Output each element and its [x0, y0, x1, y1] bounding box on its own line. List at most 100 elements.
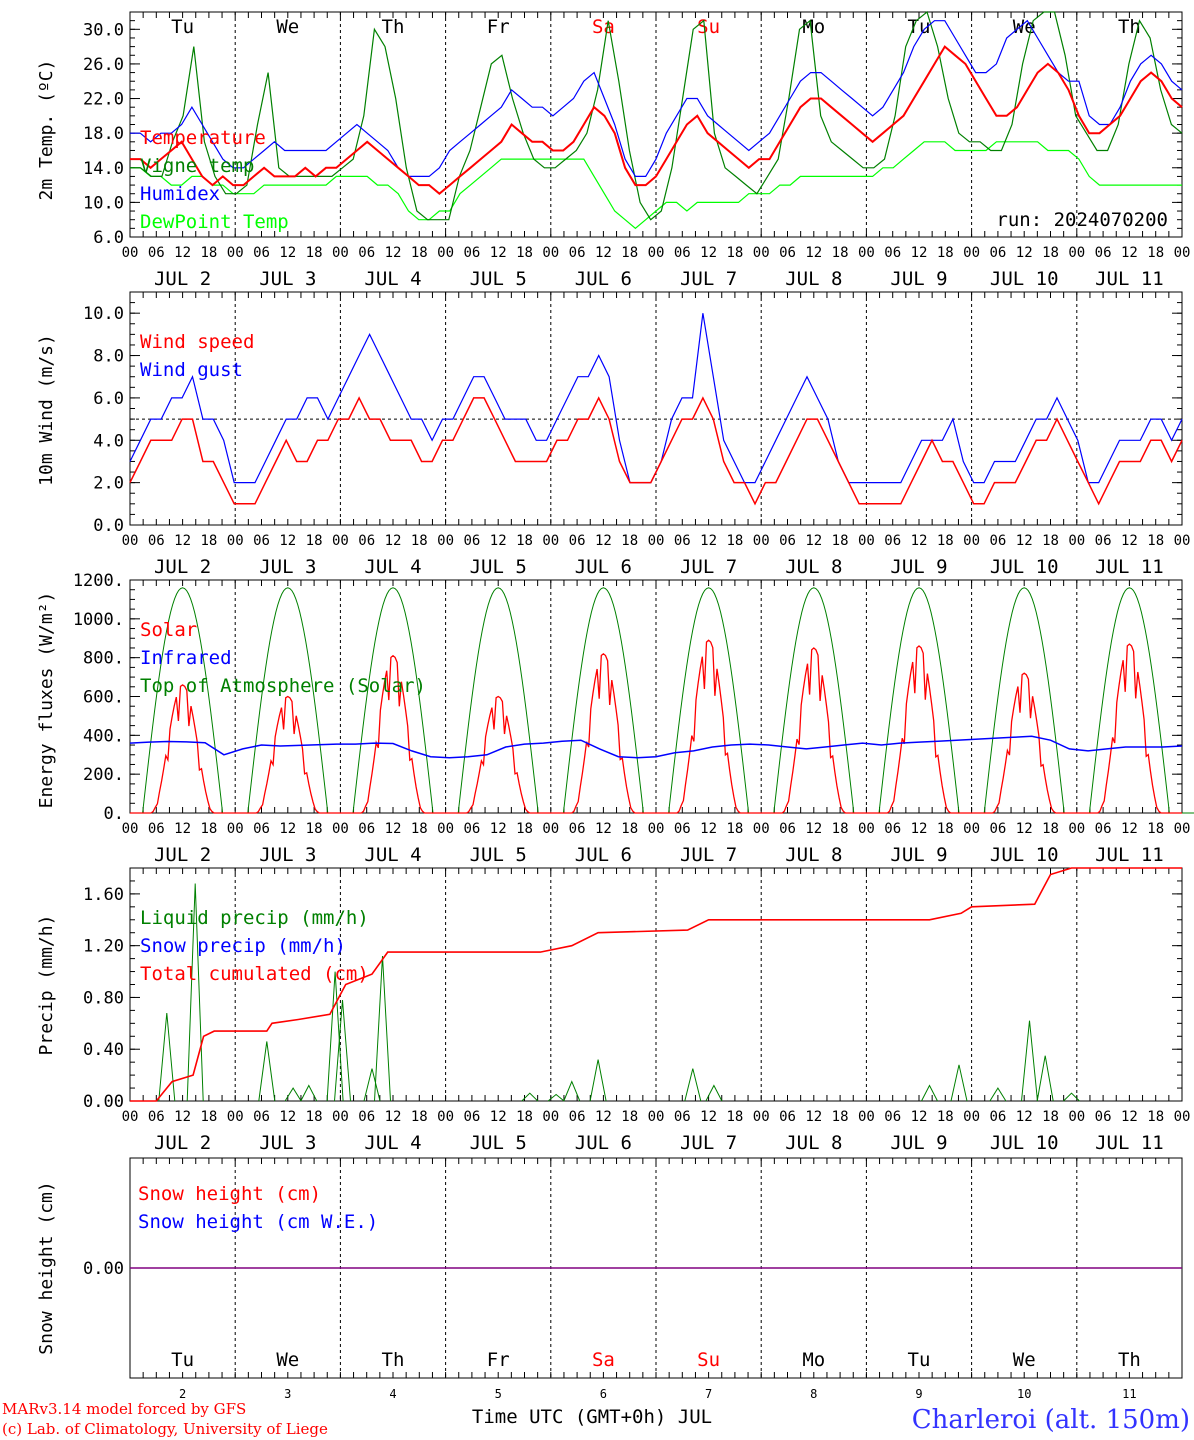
hour-tick-label: 12 [805, 245, 822, 261]
y-tick-label: 0. [104, 804, 124, 824]
y-tick-label: 30.0 [83, 20, 124, 40]
hour-tick-label: 18 [1147, 821, 1164, 837]
hour-tick-label: 18 [516, 533, 533, 549]
date-label: JUL 8 [785, 844, 842, 866]
hour-tick-label: 18 [832, 245, 849, 261]
day-name-label: Sa [592, 16, 615, 38]
legend-entry-wind-speed: Wind speed [140, 331, 254, 353]
y-tick-label: 2.0 [93, 474, 124, 494]
hour-tick-label: 18 [411, 245, 428, 261]
liquid-precip-spike [258, 1041, 276, 1102]
hour-tick-label: 00 [858, 1109, 875, 1125]
bottom-day-name: Tu [171, 1349, 194, 1371]
hour-tick-label: 18 [1147, 245, 1164, 261]
date-label: JUL 3 [259, 1132, 316, 1154]
date-label: JUL 7 [680, 268, 737, 290]
hour-tick-label: 06 [989, 821, 1006, 837]
liquid-precip-spike [326, 971, 344, 1102]
day-name-label: Mo [802, 16, 825, 38]
hour-tick-label: 18 [1147, 1109, 1164, 1125]
hour-tick-label: 00 [1174, 1109, 1191, 1125]
date-label: JUL 6 [575, 268, 632, 290]
legend-entry-vigne-temp: Vigne temp [140, 155, 254, 177]
hour-tick-label: 18 [621, 821, 638, 837]
date-label: JUL 2 [154, 268, 211, 290]
hour-tick-label: 18 [516, 245, 533, 261]
hour-tick-label: 00 [858, 533, 875, 549]
wind-speed-line [129, 396, 1183, 506]
hour-tick-label: 18 [1042, 245, 1059, 261]
hour-tick-label: 00 [753, 821, 770, 837]
date-label: JUL 5 [470, 844, 527, 866]
hour-tick-label: 00 [332, 821, 349, 837]
hour-tick-label: 06 [358, 1109, 375, 1125]
y-axis-label: Snow height (cm) [36, 1181, 57, 1354]
hour-tick-label: 06 [253, 245, 270, 261]
hour-tick-label: 06 [779, 245, 796, 261]
hour-tick-label: 06 [253, 821, 270, 837]
date-label: JUL 11 [1095, 268, 1164, 290]
hour-tick-label: 12 [385, 1109, 402, 1125]
bottom-day-number: 2 [179, 1387, 186, 1401]
y-tick-label: 600. [83, 688, 124, 708]
hour-tick-label: 00 [648, 1109, 665, 1125]
hour-tick-label: 06 [569, 1109, 586, 1125]
hour-tick-label: 00 [1068, 1109, 1085, 1125]
hour-tick-label: 18 [937, 533, 954, 549]
liquid-precip-spike [950, 1064, 968, 1102]
hour-tick-label: 00 [332, 533, 349, 549]
y-axis-label: 10m Wind (m/s) [36, 334, 57, 486]
legend-entry-wind-gust: Wind gust [140, 359, 243, 381]
day-name-label: Th [382, 16, 405, 38]
hour-tick-label: 18 [726, 1109, 743, 1125]
y-tick-label: 6.0 [93, 389, 124, 409]
hour-tick-label: 18 [832, 821, 849, 837]
hour-tick-label: 00 [542, 533, 559, 549]
hour-tick-label: 06 [148, 533, 165, 549]
hour-tick-label: 18 [200, 821, 217, 837]
bottom-day-name: Fr [487, 1349, 510, 1371]
hour-tick-label: 12 [911, 821, 928, 837]
hour-tick-label: 12 [1016, 821, 1033, 837]
vigne-temp-line [130, 10, 1183, 221]
bottom-day-name: We [1013, 1349, 1036, 1371]
hour-tick-label: 12 [595, 1109, 612, 1125]
hour-tick-label: 06 [358, 821, 375, 837]
y-tick-label: 0.00 [83, 1259, 124, 1279]
liquid-precip-spike [521, 1092, 539, 1102]
y-tick-label: 0.40 [83, 1040, 124, 1060]
date-label: JUL 9 [890, 844, 947, 866]
hour-tick-label: 06 [1095, 1109, 1112, 1125]
hour-tick-label: 18 [516, 1109, 533, 1125]
hour-tick-label: 06 [779, 1109, 796, 1125]
hour-tick-label: 12 [1121, 1109, 1138, 1125]
y-tick-label: 800. [83, 649, 124, 669]
hour-tick-label: 12 [385, 821, 402, 837]
liquid-precip-spike [1021, 1020, 1038, 1102]
hour-tick-label: 18 [937, 821, 954, 837]
date-label: JUL 4 [364, 268, 421, 290]
bottom-day-name: Mo [802, 1349, 825, 1371]
hour-tick-label: 00 [122, 533, 139, 549]
hour-tick-label: 18 [306, 533, 323, 549]
panel-frame-1 [129, 11, 1183, 238]
hour-tick-label: 12 [1016, 1109, 1033, 1125]
date-label: JUL 5 [470, 1132, 527, 1154]
hour-tick-label: 06 [884, 245, 901, 261]
hour-tick-label: 18 [937, 245, 954, 261]
liquid-precip-spike [921, 1084, 938, 1102]
y-tick-label: 10.0 [83, 304, 124, 324]
date-label: JUL 6 [575, 844, 632, 866]
hour-tick-label: 12 [490, 821, 507, 837]
date-label: JUL 8 [785, 1132, 842, 1154]
date-label: JUL 5 [470, 556, 527, 578]
run-label: run: 2024070200 [996, 209, 1168, 231]
hour-tick-label: 18 [937, 1109, 954, 1125]
legend-entry-solar: Solar [140, 619, 197, 641]
y-tick-label: 200. [83, 765, 124, 785]
hour-tick-label: 00 [963, 1109, 980, 1125]
hour-tick-label: 00 [963, 533, 980, 549]
temperature-line [130, 45, 1183, 196]
solar-line [130, 639, 1182, 814]
hour-tick-label: 18 [200, 245, 217, 261]
